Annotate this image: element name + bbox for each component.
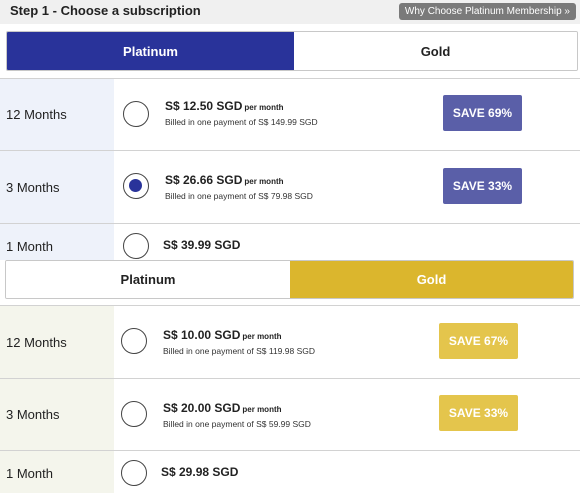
- plan-term: 1 Month: [0, 224, 114, 260]
- radio-dot: [129, 179, 142, 192]
- plan-row-platinum-1m[interactable]: 1 Month S$ 39.99 SGD: [0, 224, 580, 260]
- plan-billed-text: Billed in one payment of S$ 119.98 SGD: [163, 346, 315, 356]
- plan-price: S$ 26.66 SGD per month: [165, 173, 284, 187]
- tab-gold[interactable]: Gold: [294, 32, 577, 70]
- plan-radio[interactable]: [121, 328, 147, 354]
- plan-billed-text: Billed in one payment of S$ 59.99 SGD: [163, 419, 311, 429]
- why-platinum-button[interactable]: Why Choose Platinum Membership »: [398, 3, 576, 20]
- plan-row-gold-3m[interactable]: 3 Months S$ 20.00 SGD per month Billed in…: [0, 379, 580, 450]
- plan-row-platinum-12m[interactable]: 12 Months S$ 12.50 SGD per month Billed i…: [0, 79, 580, 150]
- plan-term: 12 Months: [0, 79, 114, 150]
- tab-gold[interactable]: Gold: [290, 261, 573, 298]
- plan-radio[interactable]: [121, 460, 147, 486]
- save-badge: SAVE 69%: [443, 95, 522, 131]
- plan-radio[interactable]: [121, 401, 147, 427]
- save-badge: SAVE 67%: [439, 323, 518, 359]
- plan-radio[interactable]: [123, 233, 149, 259]
- plan-term: 1 Month: [0, 451, 114, 493]
- tab-platinum[interactable]: Platinum: [7, 32, 294, 70]
- plan-radio-selected[interactable]: [123, 173, 149, 199]
- per-month-label: per month: [244, 177, 284, 186]
- plan-row-platinum-3m[interactable]: 3 Months S$ 26.66 SGD per month Billed in…: [0, 151, 580, 223]
- plan-row-gold-12m[interactable]: 12 Months S$ 10.00 SGD per month Billed i…: [0, 306, 580, 378]
- divider: [0, 378, 580, 379]
- plan-term: 12 Months: [0, 306, 114, 378]
- save-badge: SAVE 33%: [439, 395, 518, 431]
- divider: [0, 150, 580, 151]
- divider: [0, 450, 580, 451]
- save-badge: SAVE 33%: [443, 168, 522, 204]
- step-title: Step 1 - Choose a subscription: [10, 3, 201, 18]
- plan-term: 3 Months: [0, 151, 114, 223]
- plan-billed-text: Billed in one payment of S$ 149.99 SGD: [165, 117, 318, 127]
- plan-term: 3 Months: [0, 379, 114, 450]
- plan-row-gold-1m[interactable]: 1 Month S$ 29.98 SGD: [0, 451, 580, 493]
- tier-tabs-gold: Platinum Gold: [5, 260, 574, 299]
- divider: [0, 223, 580, 224]
- per-month-label: per month: [244, 103, 284, 112]
- plan-price: S$ 29.98 SGD: [161, 465, 239, 479]
- plan-price: S$ 20.00 SGD per month: [163, 401, 282, 415]
- plan-billed-text: Billed in one payment of S$ 79.98 SGD: [165, 191, 313, 201]
- step-header: Step 1 - Choose a subscription Why Choos…: [0, 0, 580, 24]
- per-month-label: per month: [242, 405, 282, 414]
- tier-tabs-platinum: Platinum Gold: [6, 31, 578, 71]
- plan-radio[interactable]: [123, 101, 149, 127]
- plan-price: S$ 39.99 SGD: [163, 238, 241, 252]
- plan-price: S$ 10.00 SGD per month: [163, 328, 282, 342]
- divider: [0, 305, 580, 306]
- plan-price: S$ 12.50 SGD per month: [165, 99, 284, 113]
- per-month-label: per month: [242, 332, 282, 341]
- tab-platinum[interactable]: Platinum: [6, 261, 290, 298]
- divider: [0, 78, 580, 79]
